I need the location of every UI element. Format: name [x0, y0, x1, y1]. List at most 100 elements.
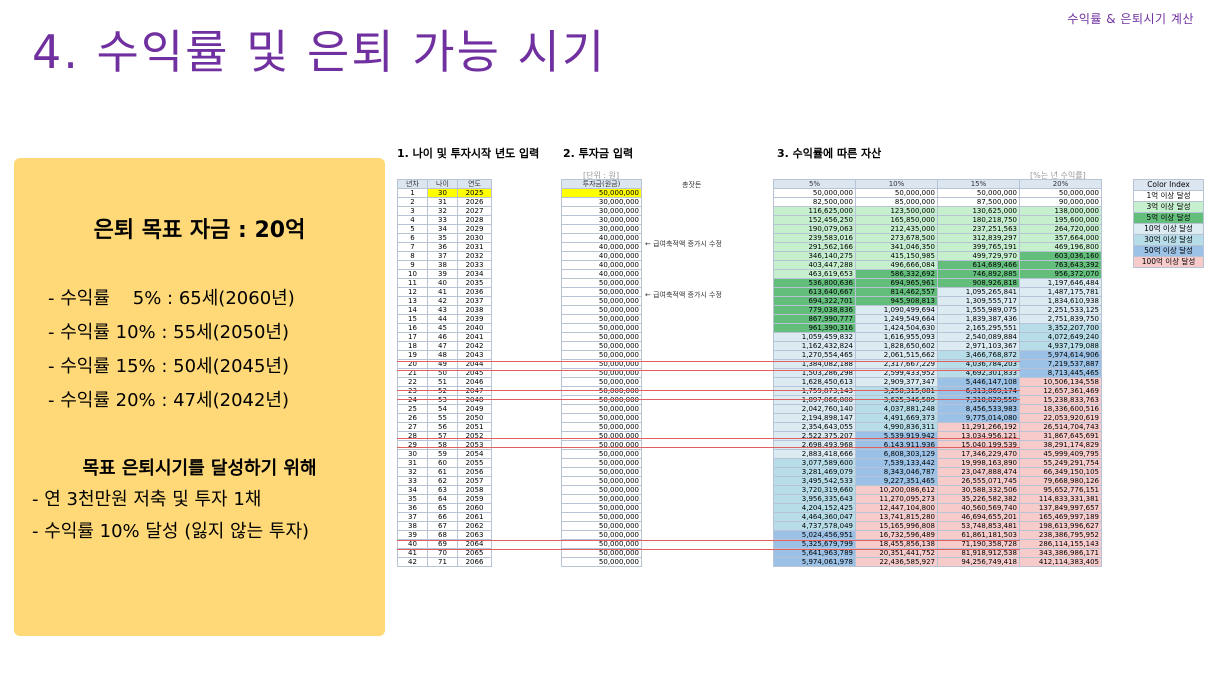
asset-15-cell: 614,689,466: [937, 260, 1020, 270]
age-cell: 39: [427, 269, 458, 279]
asset-5-cell: 50,000,000: [773, 188, 856, 198]
investment-cell: 50,000,000: [561, 494, 642, 504]
asset-5-cell: 291,562,166: [773, 242, 856, 252]
table-row: 239,583,016 273,678,500 312,839,297 357,664…: [773, 233, 1102, 243]
table-row: 3,956,335,643 11,270,095,273 35,226,582,38…: [773, 494, 1102, 504]
asset-5-cell: 536,800,636: [773, 278, 856, 288]
asset-15-cell: 40,560,569,740: [937, 503, 1020, 513]
table-row: 50,000,000: [561, 287, 642, 297]
year-index-cell: 27: [397, 422, 428, 432]
investment-cell: 50,000,000: [561, 413, 642, 423]
table-row: 28 57 2052: [397, 431, 492, 441]
legend-item: 1억 이상 달성: [1133, 190, 1204, 202]
section-title-investment: 2. 투자금 입력: [563, 147, 634, 160]
asset-10-cell: 415,150,985: [855, 251, 938, 261]
asset-20-cell: 31,867,645,691: [1019, 431, 1102, 441]
asset-20-cell: 26,514,704,743: [1019, 422, 1102, 432]
asset-20-cell: 1,834,610,938: [1019, 296, 1102, 306]
asset-5-cell: 2,698,493,968: [773, 440, 856, 450]
table-row: 5,325,679,799 18,455,856,138 71,190,358,72…: [773, 539, 1102, 549]
table-row: 5,024,456,951 16,732,596,489 61,861,181,50…: [773, 530, 1102, 540]
table-row: 30,000,000: [561, 197, 642, 207]
asset-20-cell: 4,072,649,240: [1019, 332, 1102, 342]
year-index-cell: 23: [397, 386, 428, 396]
investment-cell: 50,000,000: [561, 422, 642, 432]
legend-item: 5억 이상 달성: [1133, 212, 1204, 224]
table-row: 463,619,653 586,332,692 746,892,885 956,372…: [773, 269, 1102, 279]
investment-cell: 40,000,000: [561, 242, 642, 252]
rate-list: - 수익률 5% : 65세(2060년) - 수익률 10% : 55세(20…: [48, 282, 295, 418]
table-row: 16 45 2040: [397, 323, 492, 333]
asset-10-cell: 16,732,596,489: [855, 530, 938, 540]
asset-20-cell: 198,613,996,627: [1019, 521, 1102, 531]
age-cell: 52: [427, 386, 458, 396]
year-cell: 2041: [457, 332, 492, 342]
table-row: 779,038,836 1,090,499,694 1,555,989,075 2,2…: [773, 305, 1102, 315]
year-index-cell: 6: [397, 233, 428, 243]
asset-15-cell: 30,588,332,506: [937, 485, 1020, 495]
highlight-line: [397, 370, 1020, 371]
asset-15-cell: 46,694,655,201: [937, 512, 1020, 522]
year-cell: 2036: [457, 287, 492, 297]
year-index-cell: 5: [397, 224, 428, 234]
age-cell: 58: [427, 440, 458, 450]
table-row: 2,883,418,666 6,808,303,129 17,346,229,470…: [773, 449, 1102, 459]
age-cell: 44: [427, 314, 458, 324]
asset-20-cell: 5,974,614,906: [1019, 350, 1102, 360]
unit-note: [단위 : 원]: [583, 171, 620, 180]
year-cell: 2028: [457, 215, 492, 225]
asset-20-cell: 10,506,134,558: [1019, 377, 1102, 387]
table-row: 2,354,643,055 4,990,836,311 11,291,266,192…: [773, 422, 1102, 432]
age-cell: 67: [427, 521, 458, 531]
asset-20-cell: 3,352,207,700: [1019, 323, 1102, 333]
investment-cell: 50,000,000: [561, 485, 642, 495]
year-index-cell: 25: [397, 404, 428, 414]
asset-15-cell: 50,000,000: [937, 188, 1020, 198]
table-row: 50,000,000: [561, 467, 642, 477]
table-row: 1,162,432,824 1,828,650,602 2,971,103,367 4…: [773, 341, 1102, 351]
year-cell: 2050: [457, 413, 492, 423]
table-row: 50,000,000: [561, 494, 642, 504]
asset-10-cell: 85,000,000: [855, 197, 938, 207]
table-row: 116,625,000 123,500,000 130,625,000 138,000…: [773, 206, 1102, 216]
year-index-cell: 28: [397, 431, 428, 441]
asset-20-cell: 45,999,409,795: [1019, 449, 1102, 459]
asset-20-cell: 138,000,000: [1019, 206, 1102, 216]
investment-cell: 50,000,000: [561, 332, 642, 342]
asset-15-cell: 399,765,191: [937, 242, 1020, 252]
asset-15-cell: 8,456,533,983: [937, 404, 1020, 414]
asset-10-cell: 4,491,669,373: [855, 413, 938, 423]
investment-cell: 50,000,000: [561, 386, 642, 396]
asset-20-cell: 18,336,600,516: [1019, 404, 1102, 414]
investment-cell: 50,000,000: [561, 278, 642, 288]
year-cell: 2055: [457, 458, 492, 468]
asset-20-cell: 343,386,986,171: [1019, 548, 1102, 558]
age-cell: 61: [427, 467, 458, 477]
table-row: 2,194,898,147 4,491,669,373 9,775,014,080 2…: [773, 413, 1102, 423]
age-cell: 32: [427, 206, 458, 216]
legend-item: 10억 이상 달성: [1133, 223, 1204, 235]
asset-5-cell: 1,162,432,824: [773, 341, 856, 351]
strategy-item: - 수익률 10% 달성 (잃지 않는 투자): [32, 521, 310, 542]
highlight-line: [397, 390, 1020, 391]
asset-10-cell: 12,447,104,800: [855, 503, 938, 513]
year-cell: 2046: [457, 377, 492, 387]
asset-10-cell: 341,046,350: [855, 242, 938, 252]
table-row: 152,456,250 165,850,000 180,218,750 195,600…: [773, 215, 1102, 225]
total-label: 총잣돈: [682, 181, 702, 189]
section-title-age: 1. 나이 및 투자시작 년도 입력: [397, 147, 540, 160]
rate-item: - 수익률 20% : 47세(2042년): [48, 390, 290, 411]
year-index-cell: 13: [397, 296, 428, 306]
table-row: 1,759,873,143 3,250,315,081 6,313,069,174 1…: [773, 386, 1102, 396]
year-cell: 2062: [457, 521, 492, 531]
asset-15-cell: 61,861,181,503: [937, 530, 1020, 540]
table-row: 3,281,469,079 8,343,046,787 23,047,888,474…: [773, 467, 1102, 477]
year-index-cell: 4: [397, 215, 428, 225]
table-row: 5 34 2029: [397, 224, 492, 234]
year-cell: 2060: [457, 503, 492, 513]
table-row: 50,000,000: [561, 503, 642, 513]
asset-20-cell: 66,349,150,105: [1019, 467, 1102, 477]
asset-5-cell: 5,974,061,978: [773, 557, 856, 567]
age-cell: 60: [427, 458, 458, 468]
year-cell: 2053: [457, 440, 492, 450]
